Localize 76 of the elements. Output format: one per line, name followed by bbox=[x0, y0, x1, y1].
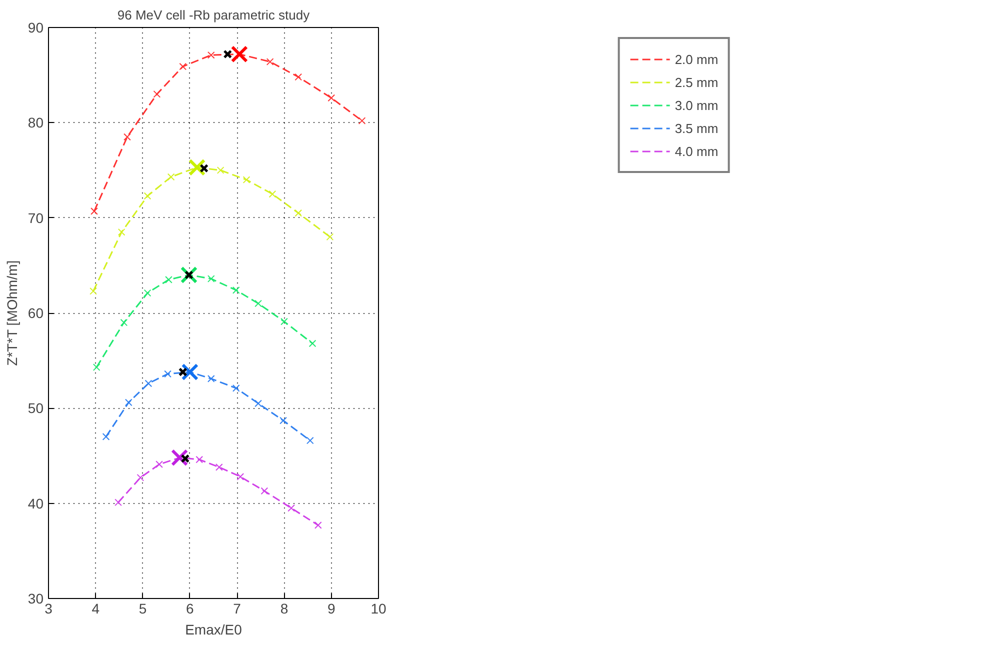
point bbox=[230, 46, 248, 63]
y-tick-label: 60 bbox=[28, 305, 44, 321]
y-tick-label: 70 bbox=[28, 210, 44, 226]
point bbox=[170, 449, 188, 466]
point bbox=[358, 117, 366, 124]
point bbox=[179, 62, 187, 70]
x-tick-label: 5 bbox=[138, 600, 147, 616]
point bbox=[328, 94, 336, 102]
x-tick-label: 7 bbox=[233, 600, 242, 616]
point bbox=[165, 276, 172, 284]
point bbox=[294, 209, 302, 217]
point bbox=[178, 368, 188, 376]
point bbox=[124, 133, 131, 141]
point bbox=[232, 384, 240, 392]
point bbox=[294, 73, 302, 81]
point bbox=[288, 504, 295, 512]
legend-label: 2.0 mm bbox=[674, 52, 718, 66]
point bbox=[216, 166, 224, 174]
point bbox=[260, 487, 268, 495]
point bbox=[236, 473, 244, 480]
point bbox=[124, 398, 132, 406]
x-tick-label: 4 bbox=[92, 600, 100, 616]
point bbox=[207, 374, 215, 382]
point bbox=[136, 474, 144, 482]
point bbox=[308, 340, 316, 348]
point bbox=[223, 50, 232, 59]
legend-label: 3.0 mm bbox=[674, 98, 718, 112]
point bbox=[215, 463, 223, 471]
point bbox=[280, 318, 288, 326]
x-tick-label: 3 bbox=[44, 600, 53, 616]
y-axis-title: Z*T*T [MOhm/m] bbox=[4, 260, 20, 366]
chart-title: 96 MeV cell -Rb parametric study bbox=[117, 8, 310, 22]
point bbox=[254, 300, 262, 308]
x-tick-label: 6 bbox=[186, 600, 194, 616]
x-tick-label: 8 bbox=[280, 600, 288, 616]
point bbox=[207, 275, 215, 282]
point bbox=[326, 233, 334, 241]
point bbox=[114, 498, 122, 506]
point bbox=[306, 436, 314, 444]
point bbox=[207, 51, 215, 59]
point bbox=[196, 456, 204, 464]
point bbox=[102, 433, 110, 440]
point bbox=[167, 173, 175, 181]
point bbox=[90, 207, 98, 215]
point bbox=[266, 58, 274, 66]
y-tick-label: 80 bbox=[28, 114, 44, 131]
legend-label: 3.5 mm bbox=[674, 120, 718, 136]
y-tick-label: 90 bbox=[28, 20, 44, 36]
point bbox=[92, 364, 100, 371]
point bbox=[280, 416, 287, 424]
point bbox=[232, 286, 240, 294]
legend-label: 4.0 mm bbox=[674, 144, 718, 158]
point bbox=[254, 400, 262, 408]
point bbox=[144, 192, 152, 200]
point bbox=[164, 370, 172, 378]
point bbox=[118, 228, 126, 236]
x-tick-label: 9 bbox=[327, 600, 336, 616]
y-tick-label: 30 bbox=[28, 590, 44, 606]
x-axis-title: Emax/E0 bbox=[185, 622, 242, 638]
point bbox=[90, 287, 97, 295]
y-tick-label: 50 bbox=[28, 400, 44, 416]
point bbox=[314, 522, 322, 529]
point bbox=[188, 158, 206, 176]
point bbox=[268, 190, 276, 198]
point bbox=[200, 164, 209, 173]
x-tick-label: 10 bbox=[370, 600, 386, 616]
point bbox=[181, 363, 198, 381]
point bbox=[180, 454, 190, 464]
y-tick-label: 40 bbox=[28, 495, 44, 512]
point bbox=[144, 289, 152, 297]
legend-label: 2.5 mm bbox=[674, 74, 718, 90]
point bbox=[120, 318, 128, 326]
point bbox=[153, 90, 161, 98]
point bbox=[144, 380, 152, 388]
point bbox=[156, 460, 163, 468]
point bbox=[242, 176, 250, 184]
